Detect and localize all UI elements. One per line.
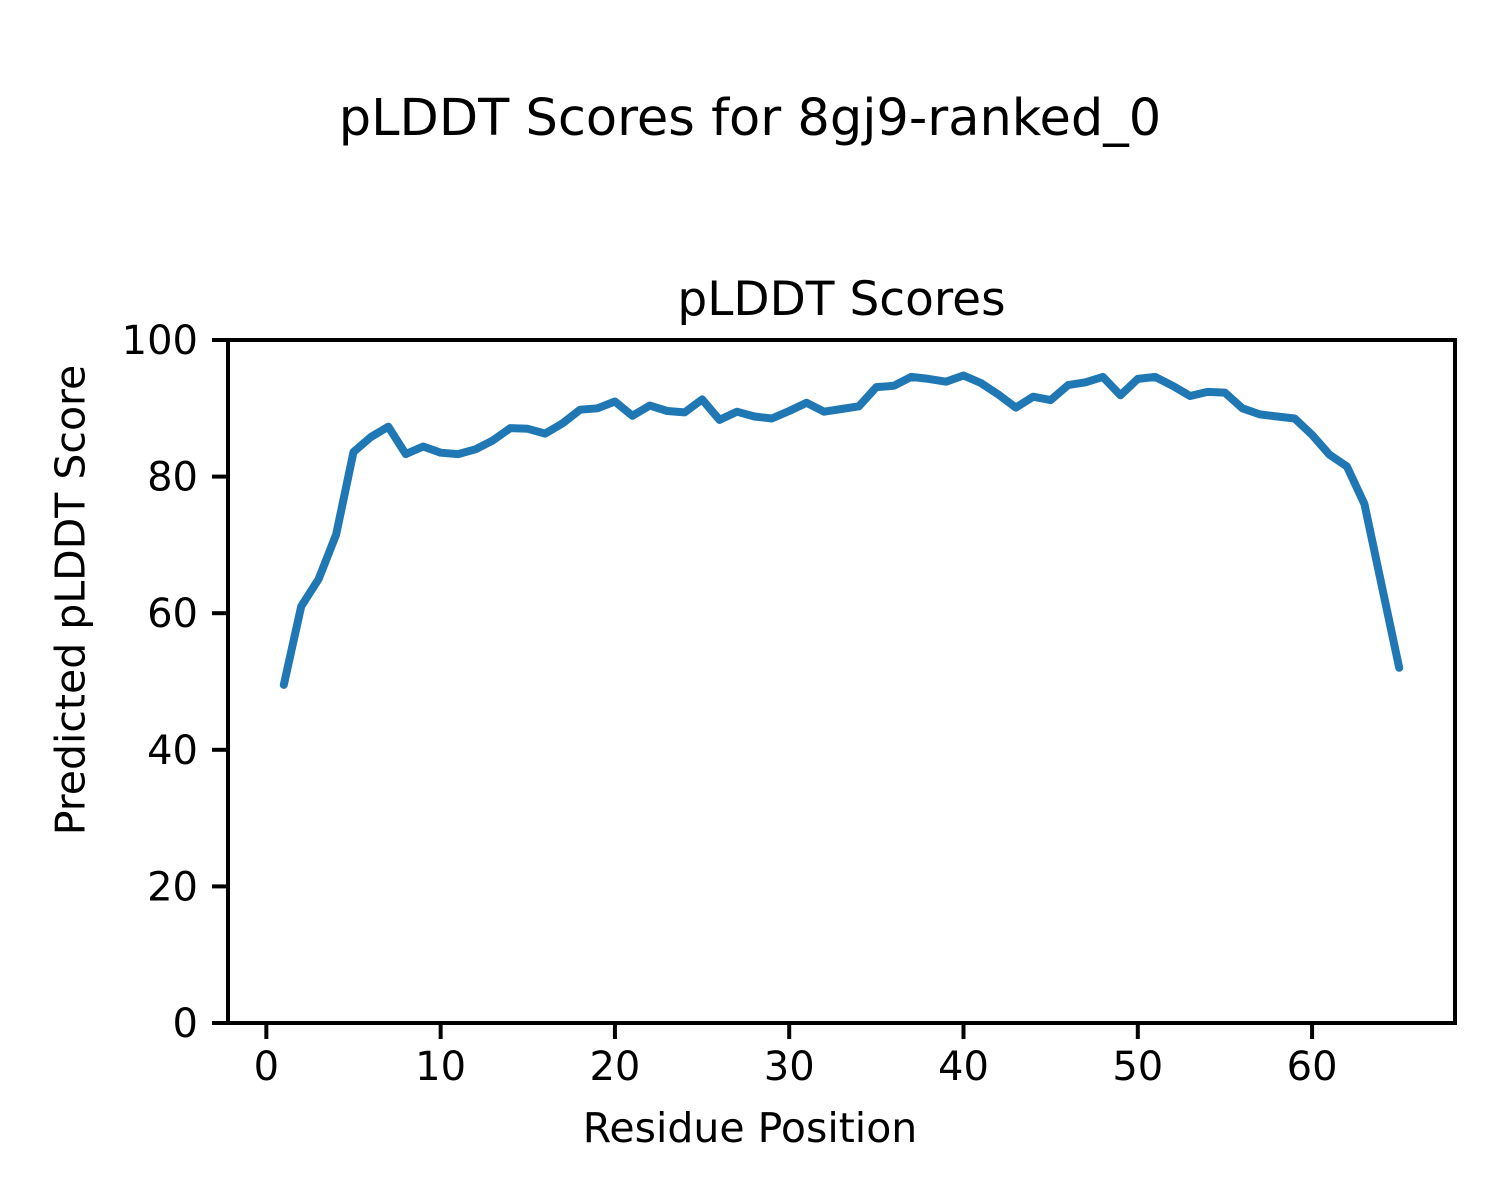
x-tick-label: 0 xyxy=(254,1044,279,1090)
figure-title: pLDDT Scores for 8gj9-ranked_0 xyxy=(338,89,1162,148)
axes-spines xyxy=(226,338,1457,1025)
y-tick-label: 20 xyxy=(147,864,198,910)
x-tick-label: 50 xyxy=(1112,1044,1163,1090)
y-tick-label: 40 xyxy=(147,728,198,774)
y-tick-label: 100 xyxy=(122,318,198,364)
plddt-line-series xyxy=(279,371,1404,689)
y-tick-label: 60 xyxy=(147,591,198,637)
x-tick-label: 10 xyxy=(415,1044,466,1090)
y-tick-label: 0 xyxy=(173,1001,198,1047)
x-tick-label: 60 xyxy=(1287,1044,1338,1090)
x-tick-label: 40 xyxy=(938,1044,989,1090)
x-tick-label: 30 xyxy=(764,1044,815,1090)
x-tick-label: 20 xyxy=(589,1044,640,1090)
y-tick-label: 80 xyxy=(147,455,198,501)
y-axis-label: Predicted pLDDT Score xyxy=(46,364,95,836)
x-axis-label: Residue Position xyxy=(582,1104,918,1152)
line-chart: 0 10 20 30 40 50 60 0 20 40 60 80 100 xyxy=(122,318,1457,1090)
axes-title: pLDDT Scores xyxy=(677,272,1006,327)
